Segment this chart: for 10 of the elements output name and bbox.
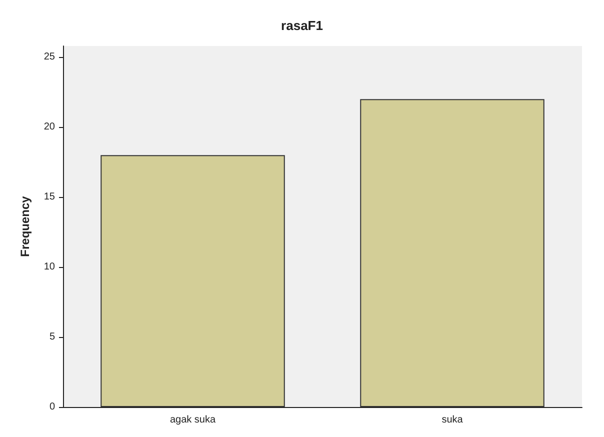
y-tick-label: 0 xyxy=(49,402,56,412)
y-tick-label: 25 xyxy=(44,52,56,63)
chart-title: rasaF1 xyxy=(281,18,323,33)
y-tick-label: 5 xyxy=(49,332,56,343)
y-tick-label: 10 xyxy=(44,262,56,273)
y-tick-label: 15 xyxy=(44,192,56,203)
y-tick-label: 20 xyxy=(44,122,56,133)
x-tick-label: suka xyxy=(442,414,464,426)
y-axis-title: Frequency xyxy=(18,196,32,257)
x-tick-label: agak suka xyxy=(170,414,216,426)
